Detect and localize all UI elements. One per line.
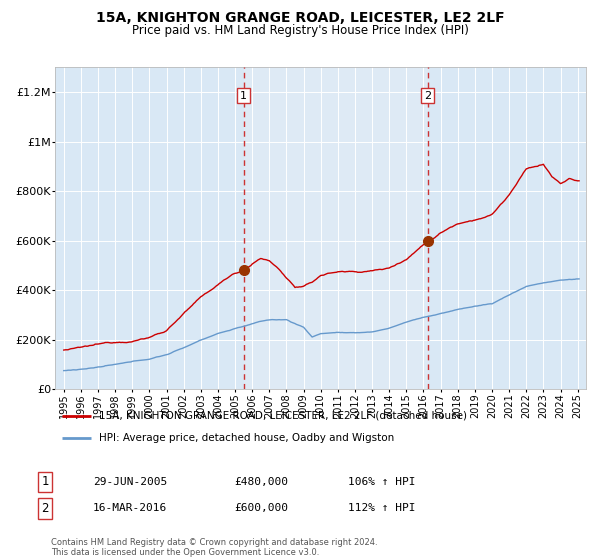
Text: £600,000: £600,000 — [234, 503, 288, 514]
Text: 16-MAR-2016: 16-MAR-2016 — [93, 503, 167, 514]
Text: 15A, KNIGHTON GRANGE ROAD, LEICESTER, LE2 2LF (detached house): 15A, KNIGHTON GRANGE ROAD, LEICESTER, LE… — [99, 410, 467, 421]
Text: 1: 1 — [240, 91, 247, 101]
Text: 2: 2 — [424, 91, 431, 101]
Text: Contains HM Land Registry data © Crown copyright and database right 2024.
This d: Contains HM Land Registry data © Crown c… — [51, 538, 377, 557]
Text: Price paid vs. HM Land Registry's House Price Index (HPI): Price paid vs. HM Land Registry's House … — [131, 24, 469, 36]
Text: 1: 1 — [41, 475, 49, 488]
Text: £480,000: £480,000 — [234, 477, 288, 487]
Text: 106% ↑ HPI: 106% ↑ HPI — [348, 477, 415, 487]
Text: 2: 2 — [41, 502, 49, 515]
Text: 112% ↑ HPI: 112% ↑ HPI — [348, 503, 415, 514]
Text: 15A, KNIGHTON GRANGE ROAD, LEICESTER, LE2 2LF: 15A, KNIGHTON GRANGE ROAD, LEICESTER, LE… — [95, 11, 505, 25]
Text: HPI: Average price, detached house, Oadby and Wigston: HPI: Average price, detached house, Oadb… — [99, 433, 394, 443]
Bar — [244, 67, 428, 389]
Text: 29-JUN-2005: 29-JUN-2005 — [93, 477, 167, 487]
